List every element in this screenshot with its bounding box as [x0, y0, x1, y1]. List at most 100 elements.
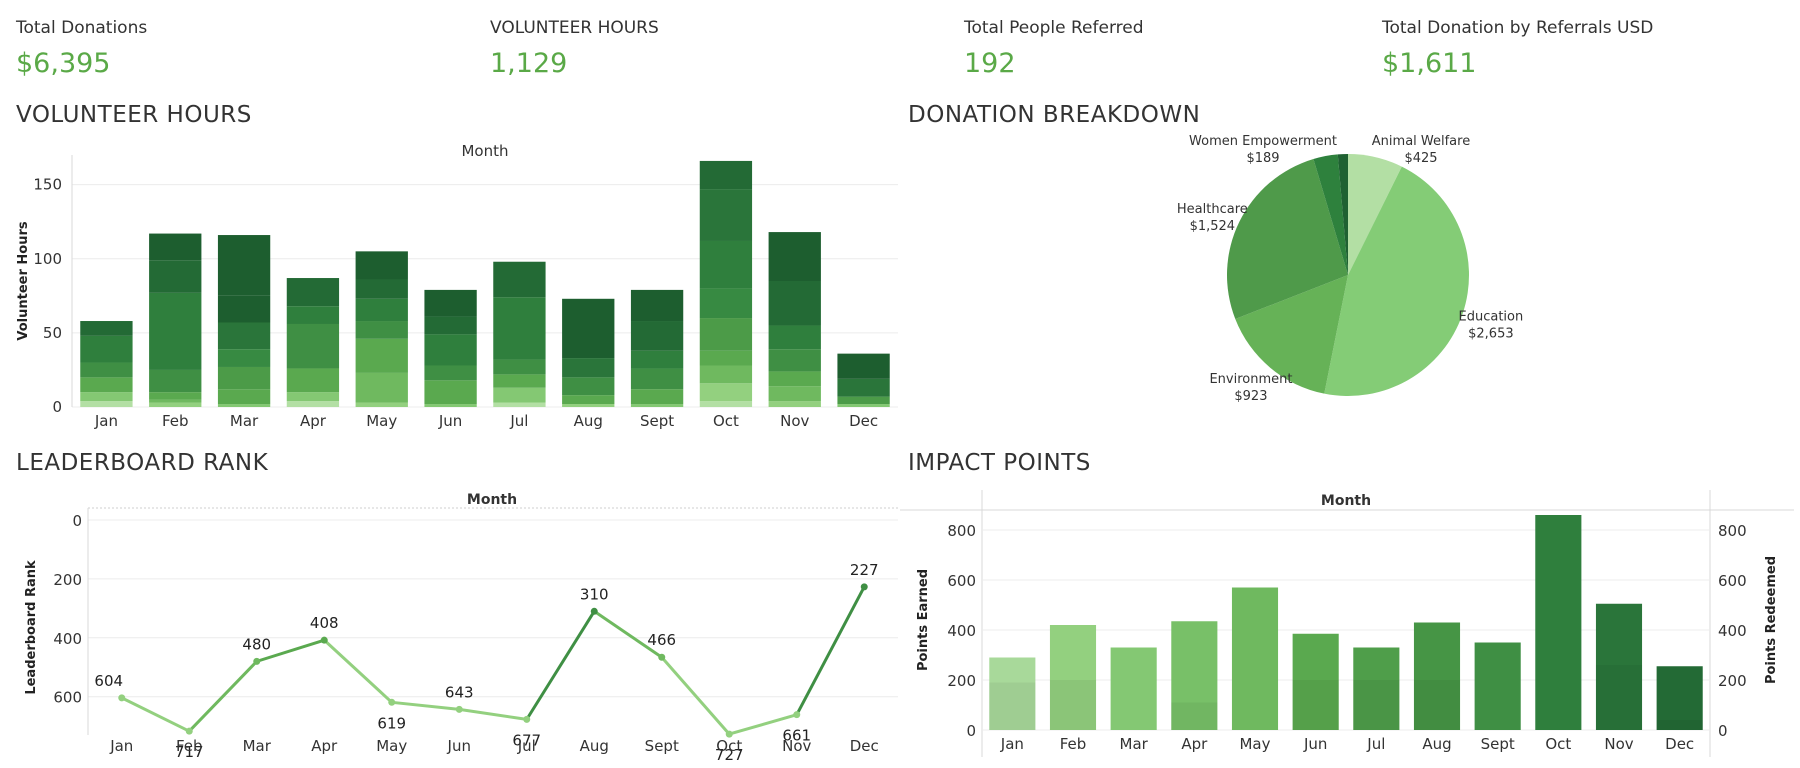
bar-segment	[217, 404, 271, 407]
bar-segment	[286, 401, 340, 407]
bar-segment	[699, 401, 753, 407]
pie-label: Education $2,653	[1459, 310, 1524, 342]
bar-segment	[768, 349, 821, 372]
pie-label: Environment $923	[1209, 372, 1292, 404]
bar-segment	[699, 288, 753, 319]
bar-segment	[149, 399, 202, 403]
x-tick-label: Sept	[645, 737, 679, 755]
x-tick-label: Jun	[1303, 735, 1327, 753]
x-tick-label: Oct	[1545, 735, 1571, 753]
bar-segment	[424, 289, 477, 317]
month-header: Month	[467, 492, 517, 508]
bar-segment	[149, 260, 202, 293]
bar	[1535, 515, 1582, 730]
x-tick-label: Dec	[1665, 735, 1694, 753]
data-label: 480	[242, 635, 271, 653]
bar-segment	[562, 395, 615, 405]
bar-segment	[286, 368, 340, 393]
x-tick-label: Dec	[849, 412, 878, 430]
pie-slice-value: $425	[1404, 151, 1437, 166]
bar-segment	[217, 235, 271, 296]
bar-redeemed-shade	[1656, 720, 1703, 730]
bar	[1049, 625, 1097, 730]
x-tick-label: Apr	[1181, 735, 1208, 753]
bar-segment	[699, 189, 753, 241]
x-tick-label: May	[1239, 735, 1270, 753]
x-tick-label: Jan	[109, 737, 133, 755]
bar-segment	[217, 389, 271, 405]
line-point	[658, 653, 666, 661]
bar-segment	[355, 251, 408, 280]
pie-slice	[1227, 159, 1348, 319]
pie-label: Women Empowerment $189	[1189, 135, 1337, 166]
line-segment	[728, 713, 798, 736]
line-segment	[660, 656, 731, 736]
line-point	[793, 711, 801, 719]
bar-segment	[493, 402, 546, 407]
y-tick-label: 600	[53, 689, 82, 707]
x-tick-label: Feb	[1060, 735, 1087, 753]
bar-segment	[837, 396, 890, 405]
x-tick-label: Sept	[1481, 735, 1515, 753]
bar-segment	[80, 401, 133, 407]
y2-tick-label: 800	[1718, 522, 1747, 540]
bar	[989, 657, 1036, 730]
pie-slice-name: Women Empowerment	[1189, 135, 1337, 149]
pie-slice-value: $1,524	[1190, 219, 1236, 234]
bar-segment	[149, 392, 202, 400]
bar	[1171, 621, 1218, 730]
bar-segment	[149, 292, 202, 370]
leaderboard-rank-chart: Month 0 200 400 600 Leaderboard Rank 604 717 480…	[24, 492, 898, 764]
bar-segment	[768, 232, 821, 281]
bar-segment	[630, 368, 684, 390]
bar-segment	[217, 366, 271, 390]
y-tick-label: 800	[947, 522, 976, 540]
bar-segment	[424, 380, 477, 405]
data-label: 619	[377, 714, 406, 732]
kpi-volunteer-hours: VOLUNTEER HOURS 1,129	[490, 18, 659, 79]
bar-segment	[699, 318, 753, 351]
data-label: 466	[647, 631, 676, 649]
y-axis-title: Volunteer Hours	[16, 221, 31, 341]
impact-points-chart: Month 0 0 200 200 400 400 600 600 800 800 Points Ea…	[900, 490, 1794, 757]
x-tick-label: Jul	[1366, 735, 1385, 753]
x-tick-label: May	[366, 412, 397, 430]
data-label: 727	[715, 746, 744, 764]
bar	[1353, 647, 1400, 730]
y-tick-label: 0	[52, 398, 62, 416]
pie-slice	[1324, 166, 1469, 396]
line-segment	[593, 610, 663, 659]
y-axis-title: Points Earned	[916, 569, 931, 671]
volunteer-hours-title: VOLUNTEER HOURS	[16, 102, 252, 128]
line-point	[455, 705, 463, 713]
line-segment	[323, 639, 393, 704]
kpi-label: Total People Referred	[964, 18, 1144, 38]
line-point	[523, 715, 531, 723]
x-tick-label: Oct	[713, 412, 739, 430]
y-tick-label: 200	[53, 571, 82, 589]
y-tick-label: 200	[947, 672, 976, 690]
donation-breakdown-pie: Animal Welfare $425 Education $2,653 Environ…	[1177, 135, 1524, 404]
x-tick-label: Sept	[640, 412, 674, 430]
bar-redeemed-shade	[1413, 680, 1461, 730]
y-tick-label: 50	[43, 324, 62, 342]
y-tick-label: 0	[966, 722, 976, 740]
x-tick-label: Feb	[162, 412, 189, 430]
pie-label: Animal Welfare $425	[1372, 135, 1470, 166]
data-label: 661	[782, 727, 811, 745]
bar-redeemed-shade	[1049, 680, 1097, 730]
pie-label: Healthcare $1,524	[1177, 202, 1248, 234]
x-tick-label: Jun	[447, 737, 471, 755]
data-label: 643	[445, 683, 474, 701]
line-segment	[459, 707, 527, 721]
x-tick-label: Jul	[509, 412, 528, 430]
bar-segment	[286, 306, 340, 324]
impact-points-title: IMPACT POINTS	[908, 450, 1091, 476]
bar-segment	[837, 404, 890, 407]
bar-redeemed-shade	[1171, 702, 1218, 730]
bar	[1656, 666, 1703, 730]
line-point	[388, 698, 396, 706]
pie-slice	[1313, 154, 1348, 275]
bar-segment	[768, 386, 821, 402]
x-tick-label: Aug	[580, 737, 609, 755]
